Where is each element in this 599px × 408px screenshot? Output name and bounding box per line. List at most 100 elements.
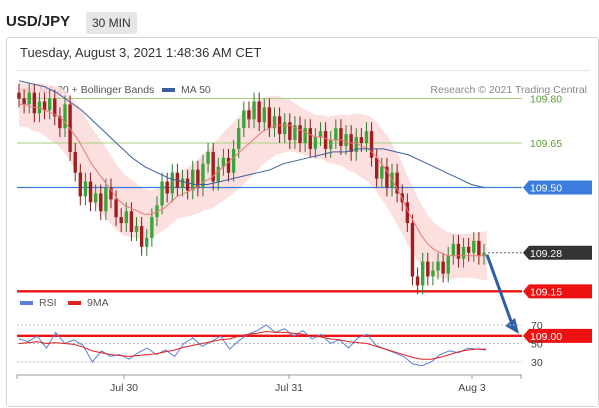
candle-body	[88, 181, 93, 203]
x-tick-label: Aug 3	[458, 382, 486, 394]
candle-body	[420, 261, 425, 286]
candle-body	[47, 98, 52, 111]
candle-body	[334, 128, 338, 141]
research-credit: Research © 2021 Trading Central	[430, 84, 587, 96]
candle-body	[308, 128, 312, 149]
legend-ma50: MA 50	[162, 84, 211, 96]
candle-body	[339, 128, 343, 146]
candle-body	[405, 202, 410, 224]
candle-body	[42, 101, 47, 111]
candle-body	[201, 163, 205, 188]
candle-body	[99, 193, 103, 212]
level-label: 109.80	[530, 93, 562, 105]
candle-body	[216, 166, 220, 182]
candle-body	[431, 270, 435, 277]
candle-body	[160, 181, 164, 206]
timeframe-tab[interactable]: 30 MIN	[86, 12, 137, 34]
rsi-tick-label: 70	[531, 320, 543, 332]
candle-body	[58, 116, 62, 129]
legend-9ma: 9MA	[68, 297, 109, 309]
ma20-line	[19, 103, 487, 257]
candle-body	[237, 128, 241, 149]
candle-body	[298, 125, 302, 143]
candle-body	[451, 243, 456, 256]
candle-body	[359, 137, 364, 143]
candle-body	[185, 178, 190, 191]
candle-body	[242, 110, 246, 129]
divider	[16, 70, 590, 71]
candle-body	[119, 217, 123, 224]
candle-body	[83, 181, 88, 197]
legend-label: MA 50	[181, 84, 211, 96]
candle-body	[313, 137, 318, 149]
candle-body	[104, 187, 108, 212]
candle-body	[262, 107, 266, 123]
candle-body	[93, 193, 98, 203]
candle-body	[150, 217, 154, 238]
candle-body	[247, 110, 251, 120]
candle-body	[415, 276, 420, 286]
candle-body	[211, 151, 215, 182]
candle-body	[257, 101, 261, 123]
candle-body	[329, 140, 333, 149]
candle-body	[354, 137, 358, 152]
candle-body	[134, 226, 139, 233]
candle-body	[323, 131, 328, 149]
candle-body	[288, 122, 292, 141]
x-tick-label: Jul 31	[275, 382, 303, 394]
candle-body	[374, 157, 379, 179]
candle-body	[441, 261, 445, 274]
candle-body	[53, 98, 57, 117]
candle-body	[436, 261, 440, 271]
candle-body	[283, 122, 287, 135]
candle-body	[482, 252, 486, 256]
candle-body	[466, 246, 471, 253]
candle-body	[109, 187, 113, 200]
currency-pair: USD/JPY	[6, 13, 71, 30]
candle-body	[446, 255, 450, 274]
candle-body	[27, 92, 31, 105]
support-tag	[523, 328, 592, 343]
candle-body	[17, 92, 21, 99]
candle-body	[380, 166, 384, 179]
candle-body	[385, 166, 389, 188]
candle-body	[395, 172, 399, 194]
x-tick-label: Jul 30	[110, 382, 138, 394]
candle-body	[344, 134, 348, 146]
ma50-line	[18, 80, 485, 188]
pivot-tag	[523, 180, 592, 195]
pivot-label: 109.50	[530, 183, 562, 195]
candle-body	[63, 104, 67, 129]
candle-body	[318, 131, 323, 138]
candle-body	[303, 128, 307, 143]
support-label: 109.00	[530, 331, 562, 343]
candle-body	[78, 172, 83, 197]
candle-body	[22, 98, 26, 105]
candle-body	[426, 261, 430, 277]
candle-body	[221, 157, 226, 167]
candle-body	[145, 237, 149, 247]
forecast-arrow	[485, 254, 514, 325]
support-label: 109.15	[530, 286, 562, 298]
candle-body	[293, 125, 297, 141]
legend-label: MA 20 + Bollinger Bands	[39, 84, 155, 96]
candle-body	[165, 181, 169, 194]
support-tag	[523, 284, 592, 299]
candle-body	[267, 107, 272, 129]
chart-date: Tuesday, August 3, 2021 1:48:36 AM CET	[20, 45, 262, 60]
candle-body	[231, 148, 236, 173]
candle-body	[461, 246, 466, 259]
candle-body	[472, 240, 476, 253]
candle-body	[410, 223, 415, 277]
candle-body	[170, 172, 174, 194]
rsi-line	[18, 324, 487, 367]
candle-body	[272, 116, 277, 129]
candle-body	[477, 240, 481, 256]
candle-body	[226, 157, 231, 173]
candle-body	[114, 199, 118, 218]
candle-body	[180, 178, 185, 188]
top-bar: USD/JPY 30 MIN	[0, 0, 599, 36]
candle-body	[196, 169, 200, 188]
candle-body	[129, 211, 134, 233]
legend-label: RSI	[39, 297, 57, 309]
